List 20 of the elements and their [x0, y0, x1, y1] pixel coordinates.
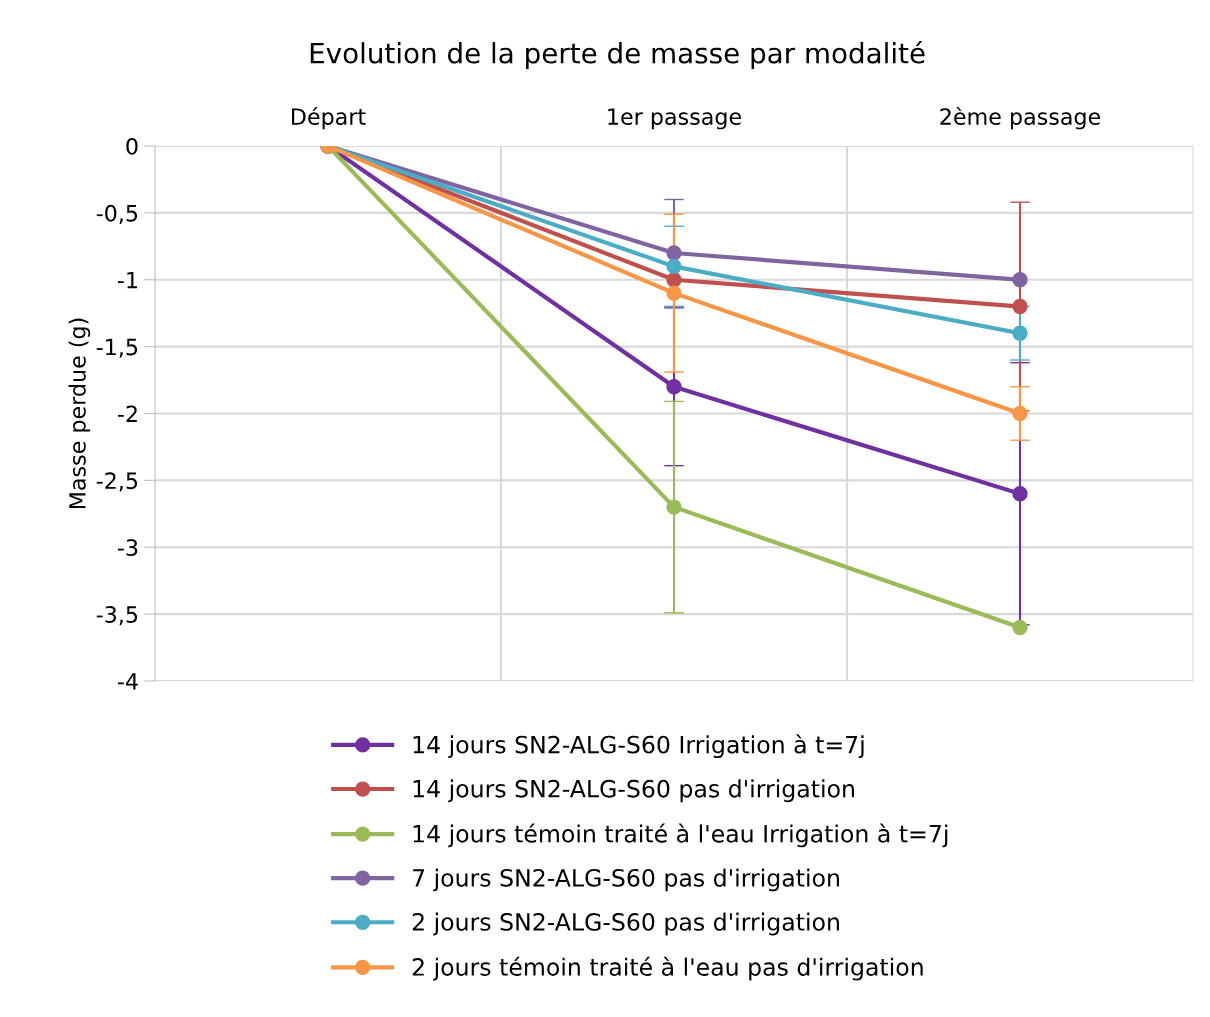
y-tick-label: -2,5: [96, 472, 138, 492]
legend-label: 2 jours témoin traité à l'eau pas d'irrigation: [412, 956, 923, 981]
y-tick-label: -1: [117, 271, 137, 289]
x-tick-label: 2ème passage: [940, 106, 1101, 130]
legend-label: 14 jours SN2-ALG-S60 pas d'irrigation: [413, 779, 854, 803]
y-axis-title: Masse perdue (g): [68, 318, 91, 509]
legend-label: 14 jours SN2-ALG-S60 Irrigation à t=7j: [413, 734, 864, 759]
chart-title: Evolution de la perte de masse par modalité: [310, 41, 925, 69]
legend-label: 14 jours témoin traité à l'eau Irrigation à t=7j: [413, 823, 948, 848]
y-tick-label: -3,5: [96, 606, 138, 626]
y-tick-label: 0: [126, 137, 138, 155]
y-tick-label: -1,5: [96, 338, 138, 358]
y-tick-label: -3: [117, 539, 138, 557]
y-tick-label: -4: [117, 673, 138, 690]
legend-label: 7 jours SN2-ALG-S60 pas d'irrigation: [413, 868, 839, 892]
y-tick-label: -0,5: [96, 204, 138, 224]
x-tick-label: 1er passage: [608, 108, 741, 130]
y-tick-label: -2: [117, 405, 137, 422]
x-tick-label: Départ: [292, 106, 366, 130]
legend-label: 2 jours SN2-ALG-S60 pas d'irrigation: [412, 912, 839, 936]
